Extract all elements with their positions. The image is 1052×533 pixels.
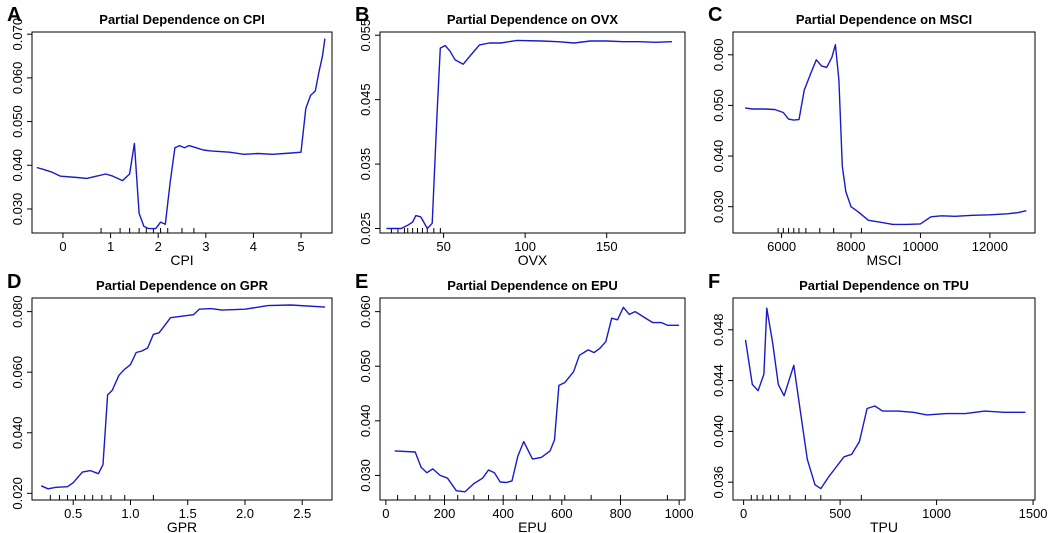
y-tick-label-a-0: 0.030	[10, 193, 25, 226]
panel-letter-f: F	[708, 271, 720, 293]
y-tick-label-f-1: 0.040	[711, 415, 726, 448]
x-tick-label-e-1: 200	[434, 506, 456, 521]
x-tick-label-f-0: 0	[740, 506, 747, 521]
plot-frame-b	[379, 31, 686, 234]
x-tick-label-b-2: 150	[596, 239, 618, 254]
y-tick-label-d-1: 0.040	[10, 416, 25, 449]
panel-c: C Partial Dependence on MSCI 6000 8000 10000…	[708, 4, 1036, 268]
y-tick-label-f-2: 0.044	[711, 364, 726, 397]
y-tick-label-b-1: 0.035	[358, 148, 373, 181]
y-tick-label-a-2: 0.050	[10, 105, 25, 138]
x-tick-label-c-0: 6000	[767, 239, 796, 254]
y-tick-label-f-3: 0.048	[711, 313, 726, 346]
x-tick-label-d-3: 2.0	[236, 506, 254, 521]
x-tick-label-f-1: 500	[829, 506, 851, 521]
plot-frame-f	[732, 297, 1036, 501]
x-tick-label-c-2: 10000	[902, 239, 938, 254]
x-tick-label-e-3: 600	[551, 506, 573, 521]
y-tick-label-e-3: 0.060	[358, 295, 373, 328]
panel-letter-e: E	[355, 271, 368, 293]
panel-title-a: Partial Dependence on CPI	[99, 12, 264, 27]
y-tick-label-e-1: 0.040	[358, 405, 373, 438]
x-tick-label-c-1: 8000	[837, 239, 866, 254]
x-tick-label-d-1: 1.0	[121, 506, 139, 521]
x-tick-label-f-3: 1500	[1019, 506, 1048, 521]
x-tick-label-d-4: 2.5	[293, 506, 311, 521]
x-axis-label-e: EPU	[518, 519, 547, 533]
x-tick-label-d-2: 1.5	[179, 506, 197, 521]
y-tick-label-e-0: 0.030	[358, 459, 373, 492]
y-tick-label-b-0: 0.025	[358, 212, 373, 245]
y-tick-label-c-2: 0.050	[711, 89, 726, 122]
x-tick-label-e-2: 400	[492, 506, 514, 521]
series-line-a	[36, 38, 326, 230]
y-tick-label-c-1: 0.040	[711, 140, 726, 173]
x-tick-label-a-3: 3	[202, 239, 209, 254]
panel-b: B Partial Dependence on OVX 50 100 150 0.025 0…	[355, 4, 686, 268]
series-line-e	[394, 306, 680, 493]
panel-letter-b: B	[355, 4, 369, 26]
x-axis-label-d: GPR	[167, 519, 197, 533]
y-tick-label-f-0: 0.036	[711, 466, 726, 499]
x-axis-label-c: MSCI	[867, 252, 902, 268]
y-tick-label-d-2: 0.060	[10, 356, 25, 389]
panel-title-d: Partial Dependence on GPR	[96, 278, 269, 293]
panel-title-b: Partial Dependence on OVX	[447, 12, 619, 27]
x-tick-label-a-4: 4	[250, 239, 257, 254]
x-tick-label-a-1: 1	[107, 239, 114, 254]
panel-e: E Partial Dependence on EPU 0 200 400 600 800 1…	[355, 271, 694, 533]
x-tick-label-e-0: 0	[382, 506, 389, 521]
series-line-f	[744, 307, 1026, 490]
x-tick-label-d-0: 0.5	[64, 506, 82, 521]
panel-f: F Partial Dependence on TPU 0 500 1000 1500 0.…	[708, 271, 1048, 533]
panel-title-f: Partial Dependence on TPU	[799, 278, 969, 293]
y-tick-label-d-0: 0.020	[10, 477, 25, 510]
y-tick-label-d-3: 0.080	[10, 295, 25, 328]
x-tick-label-a-2: 2	[155, 239, 162, 254]
y-tick-label-a-4: 0.070	[10, 18, 25, 51]
panel-title-c: Partial Dependence on MSCI	[796, 12, 972, 27]
panel-title-e: Partial Dependence on EPU	[447, 278, 618, 293]
plot-frame-e	[379, 297, 686, 501]
x-axis-label-b: OVX	[518, 252, 548, 268]
x-tick-label-c-3: 12000	[972, 239, 1008, 254]
x-tick-label-b-1: 100	[514, 239, 536, 254]
panel-letter-c: C	[708, 4, 722, 26]
y-tick-label-c-0: 0.030	[711, 190, 726, 223]
x-tick-label-f-2: 1000	[922, 506, 951, 521]
y-tick-label-a-1: 0.040	[10, 149, 25, 182]
x-tick-label-e-5: 1000	[665, 506, 694, 521]
x-axis-label-a: CPI	[170, 252, 193, 268]
series-line-d	[40, 304, 326, 490]
panel-letter-d: D	[7, 271, 21, 293]
x-tick-label-e-4: 800	[610, 506, 632, 521]
plot-frame-c	[732, 31, 1036, 234]
x-tick-label-a-5: 5	[297, 239, 304, 254]
panel-d: D Partial Dependence on GPR 0.5 1.0 1.5 2.0 2.…	[7, 271, 333, 533]
panel-letter-a: A	[7, 4, 21, 26]
plot-frame-d	[31, 297, 333, 501]
x-tick-label-b-0: 50	[436, 239, 450, 254]
panel-a: A Partial Dependence on CPI 0 1 2 3 4 5 0.030 0.0…	[7, 4, 333, 268]
y-tick-label-b-2: 0.045	[358, 83, 373, 116]
series-line-b	[386, 39, 673, 230]
y-tick-label-a-3: 0.060	[10, 62, 25, 95]
y-tick-label-b-3: 0.055	[358, 19, 373, 52]
y-tick-label-c-3: 0.060	[711, 39, 726, 72]
x-axis-label-f: TPU	[870, 519, 898, 533]
plot-frame-a	[31, 31, 333, 234]
series-line-c	[744, 44, 1027, 226]
y-tick-label-e-2: 0.050	[358, 350, 373, 383]
x-tick-label-a-0: 0	[59, 239, 66, 254]
